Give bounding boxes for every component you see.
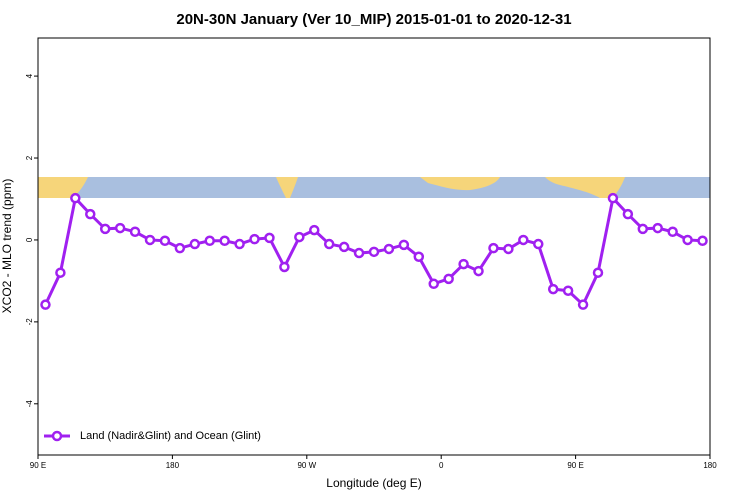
- data-point: [592, 267, 604, 278]
- chart-title: 20N-30N January (Ver 10_MIP) 2015-01-01 …: [176, 11, 571, 28]
- data-point: [219, 235, 230, 247]
- data-point: [518, 234, 529, 246]
- data-point: [368, 246, 380, 258]
- data-point: [70, 192, 81, 204]
- data-point: [622, 208, 634, 220]
- data-point: [294, 231, 305, 243]
- data-point: [323, 238, 335, 250]
- data-point: [488, 242, 499, 254]
- data-point: [85, 208, 96, 220]
- data-point: [99, 223, 111, 235]
- x-tick-label: 90 E: [567, 461, 583, 470]
- data-point: [637, 223, 649, 235]
- y-tick-label: 4: [25, 73, 34, 78]
- y-tick-label: 0: [25, 237, 34, 242]
- data-point: [174, 242, 186, 254]
- data-point: [353, 247, 365, 259]
- data-point: [40, 299, 51, 310]
- data-point: [204, 235, 215, 247]
- data-point: [652, 222, 663, 234]
- land: [420, 177, 500, 191]
- data-point: [547, 283, 559, 295]
- data-point: [443, 273, 454, 285]
- ocean: [38, 177, 710, 198]
- data-point: [338, 241, 350, 253]
- x-tick-label: 0: [439, 461, 444, 470]
- data-point: [607, 192, 619, 204]
- data-point: [189, 238, 201, 250]
- data-point: [234, 238, 245, 250]
- data-point: [264, 232, 275, 244]
- data-point: [129, 226, 141, 238]
- y-tick-label: 2: [25, 155, 34, 160]
- x-tick-label: 90 W: [297, 461, 316, 470]
- data-point: [249, 233, 260, 245]
- x-tick-label: 180: [703, 461, 717, 470]
- data-point: [667, 226, 678, 238]
- data-point: [697, 235, 708, 247]
- legend-marker: [51, 430, 63, 442]
- data-point: [562, 285, 574, 296]
- data-point: [428, 278, 439, 290]
- land: [276, 177, 298, 198]
- data-point: [114, 222, 126, 234]
- y-tick-label: -4: [25, 400, 34, 408]
- x-axis-label: Longitude (deg E): [326, 476, 421, 490]
- data-point: [144, 234, 156, 246]
- y-axis-label: XCO2 - MLO trend (ppm): [0, 179, 14, 314]
- data-point: [577, 299, 589, 310]
- land: [38, 177, 88, 198]
- data-point: [458, 258, 469, 270]
- data-point: [682, 234, 693, 246]
- plot-frame: [37, 37, 711, 456]
- y-tick-label: -2: [25, 318, 34, 326]
- legend-label: Land (Nadir&Glint) and Ocean (Glint): [80, 430, 261, 442]
- data-point: [383, 243, 395, 255]
- data-point: [279, 261, 290, 273]
- data-point: [413, 251, 425, 262]
- land: [545, 177, 625, 198]
- data-point: [159, 235, 171, 247]
- x-tick-label: 90 E: [30, 461, 46, 470]
- data-point: [55, 267, 66, 278]
- data-point: [398, 239, 410, 251]
- data-point: [309, 224, 320, 236]
- data-point: [473, 265, 484, 277]
- x-tick-label: 180: [166, 461, 180, 470]
- data-point: [533, 238, 544, 250]
- map-strip: [38, 177, 710, 198]
- data-point: [503, 243, 514, 255]
